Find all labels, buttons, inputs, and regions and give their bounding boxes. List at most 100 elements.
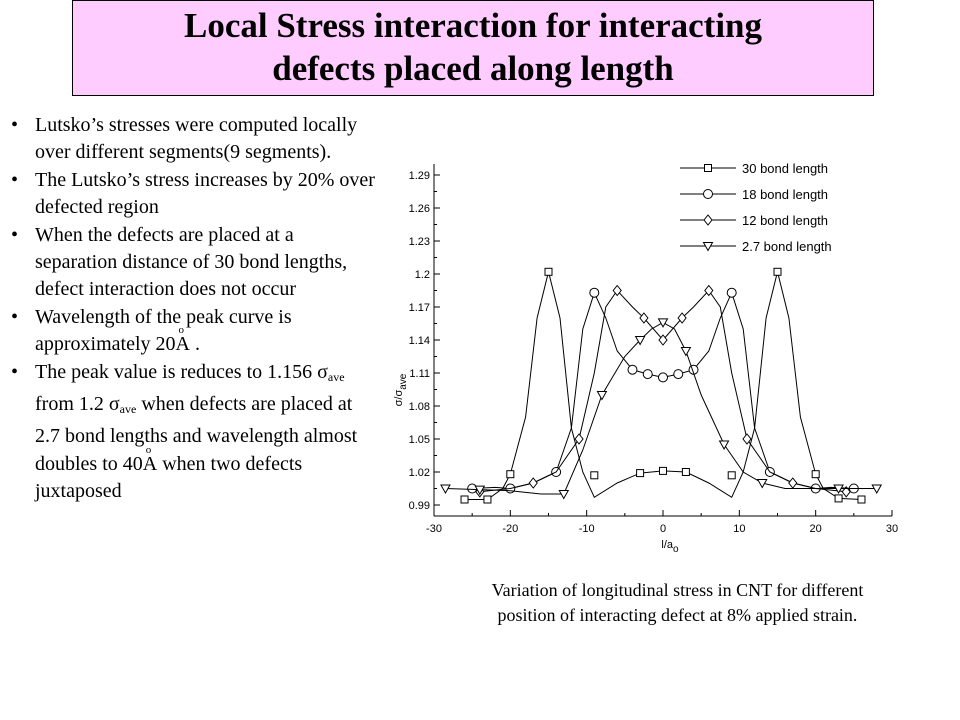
- bullet-symbol: •: [11, 360, 19, 383]
- series-2-point: [642, 369, 653, 380]
- x-tick-label: 30: [886, 523, 898, 535]
- legend-marker-2: [703, 189, 713, 199]
- bullet-symbol: •: [11, 223, 19, 246]
- x-tick-label: -30: [426, 523, 442, 535]
- y-tick-label: 1.17: [409, 302, 430, 314]
- series-3-point: [677, 312, 687, 324]
- y-tick-label: 1.08: [409, 401, 430, 413]
- series-1-point: [544, 267, 553, 276]
- bullet-item-4: • Wavelength of the peak curve is approx…: [10, 304, 380, 359]
- series-line-1: [464, 271, 862, 500]
- series-3-point: [704, 284, 714, 297]
- series-1-point: [857, 495, 866, 504]
- y-tick-label: 1.29: [409, 170, 430, 182]
- y-tick-label: 1.2: [415, 269, 430, 281]
- legend-marker-4: [702, 242, 714, 252]
- sigma-symbol: σ: [108, 393, 120, 416]
- series-3-point: [612, 284, 622, 297]
- series-4-point: [596, 391, 608, 401]
- bullet-text: The Lutsko’s stress increases by 20% ove…: [35, 168, 375, 219]
- caption-line-2: position of interacting defect at 8% app…: [497, 605, 858, 625]
- bullet-text: Wavelength of the peak curve is approxim…: [35, 305, 292, 356]
- sigma-subscript: ave: [119, 402, 137, 417]
- y-tick-label: 1.02: [409, 467, 430, 479]
- legend-marker-3: [703, 214, 713, 226]
- series-2-point: [726, 287, 737, 298]
- y-axis-label: σ/σave: [393, 373, 409, 406]
- legend-label-2: 18 bond length: [742, 187, 828, 202]
- legend-label-4: 2.7 bond length: [742, 239, 832, 254]
- bullet-item-1: • Lutsko’s stresses were computed locall…: [10, 112, 380, 167]
- series-4-point: [871, 484, 883, 495]
- series-2-point: [627, 364, 638, 375]
- title-line-1: Local Stress interaction for interacting: [183, 6, 763, 45]
- series-1-point: [773, 267, 782, 276]
- series-4-point: [440, 484, 451, 495]
- series-4-point: [833, 484, 844, 495]
- legend-label-3: 12 bond length: [742, 213, 828, 228]
- bullet-text: When the defects are placed at a separat…: [35, 223, 348, 301]
- series-4-point: [756, 479, 768, 489]
- figure-caption: Variation of longitudinal stress in CNT …: [405, 578, 950, 628]
- series-1-point: [506, 470, 515, 479]
- series-1-point: [636, 469, 645, 478]
- x-tick-label: 0: [660, 523, 666, 535]
- series-4-point: [657, 318, 669, 328]
- x-tick-label: 10: [733, 523, 745, 535]
- title-banner: Local Stress interaction for interacting…: [72, 0, 874, 96]
- series-2-point: [673, 369, 684, 380]
- y-tick-label: 0.99: [409, 500, 430, 512]
- series-1-point: [811, 470, 820, 479]
- bullet-symbol: •: [11, 305, 19, 328]
- series-1-point: [681, 468, 690, 476]
- series-1-point: [590, 471, 599, 480]
- series-3-point: [742, 433, 752, 445]
- series-3-point: [841, 485, 851, 498]
- bullet-text-end: .: [189, 333, 200, 356]
- series-2-point: [658, 372, 668, 383]
- bullet-symbol: •: [11, 114, 19, 136]
- x-axis-label: l/ao: [661, 539, 679, 555]
- bullet-item-5: • The peak value is reduces to 1.156 σav…: [10, 359, 380, 506]
- series-3-point: [658, 334, 668, 346]
- series-3-point: [528, 477, 538, 489]
- sigma-subscript: ave: [327, 369, 345, 384]
- y-tick-label: 1.14: [409, 335, 430, 347]
- legend-marker-1: [704, 164, 712, 172]
- series-1-point: [834, 494, 843, 503]
- series-1-point: [483, 495, 492, 504]
- bullet-list: • Lutsko’s stresses were computed locall…: [10, 112, 380, 506]
- y-tick-label: 1.26: [409, 203, 430, 215]
- bullet-text: The peak value is reduces to 1.156: [35, 360, 318, 383]
- bullet-item-3: • When the defects are placed at a separ…: [10, 222, 380, 304]
- y-tick-label: 1.23: [409, 236, 430, 248]
- series-2-point: [589, 287, 600, 298]
- bullet-text: Lutsko’s stresses were computed locally …: [35, 114, 358, 164]
- y-tick-label: 1.05: [409, 434, 430, 446]
- bullet-text: from 1.2: [35, 393, 109, 416]
- legend-label-1: 30 bond length: [742, 161, 828, 176]
- x-tick-label: -10: [579, 523, 595, 535]
- series-4-point: [558, 490, 570, 500]
- series-4-point: [718, 440, 730, 451]
- series-1-point: [460, 495, 469, 504]
- series-1-point: [659, 466, 667, 475]
- title-line-2: defects placed along length: [272, 49, 674, 88]
- y-tick-label: 1.11: [409, 368, 430, 380]
- series-3-point: [639, 312, 649, 324]
- series-4-point: [634, 336, 646, 346]
- bullet-item-2: • The Lutsko’s stress increases by 20% o…: [10, 167, 380, 222]
- sigma-symbol: σ: [317, 360, 328, 383]
- x-tick-label: 20: [810, 523, 822, 535]
- series-1-point: [727, 471, 736, 480]
- series-4-point: [680, 347, 692, 357]
- bullet-symbol: •: [11, 168, 19, 191]
- stress-chart: σ/σave l/ao 0.99 1.02 1.05 1.08 1.11 1.14 1.17…: [393, 161, 898, 555]
- bullet-text: when defects are placed at 2.7 bond leng…: [35, 393, 358, 475]
- x-tick-label: -20: [502, 523, 518, 535]
- caption-line-1: Variation of longitudinal stress in CNT …: [491, 580, 864, 600]
- series-4-point: [474, 485, 486, 496]
- bullet-text: when two defects juxtaposed: [35, 452, 303, 503]
